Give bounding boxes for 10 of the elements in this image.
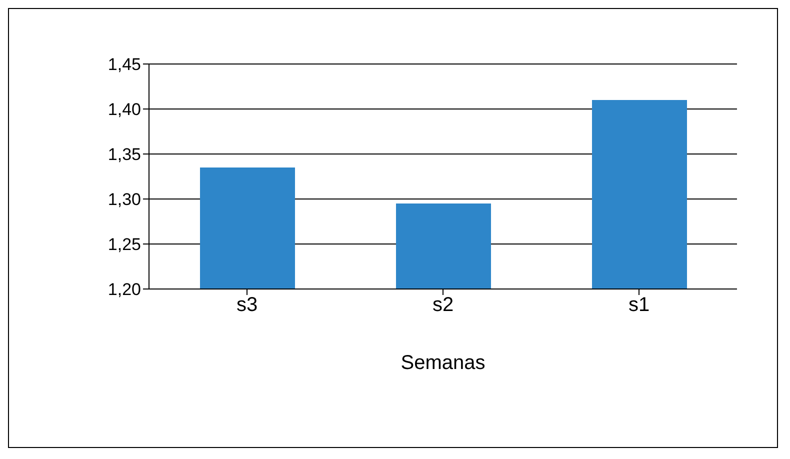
x-tick-label: s1 (628, 294, 650, 316)
y-tick-label: 1,40 (108, 100, 141, 120)
y-tick-label: 1,20 (108, 280, 141, 300)
x-tick-label: s2 (432, 294, 454, 316)
y-tick-label: 1,30 (108, 190, 141, 210)
x-tick-label: s3 (236, 294, 258, 316)
y-tick-label: 1,35 (108, 145, 141, 164)
x-axis-title: Semanas (400, 352, 486, 374)
y-tick-label: 1,45 (108, 55, 141, 74)
y-tick-label: 1,25 (108, 235, 141, 254)
